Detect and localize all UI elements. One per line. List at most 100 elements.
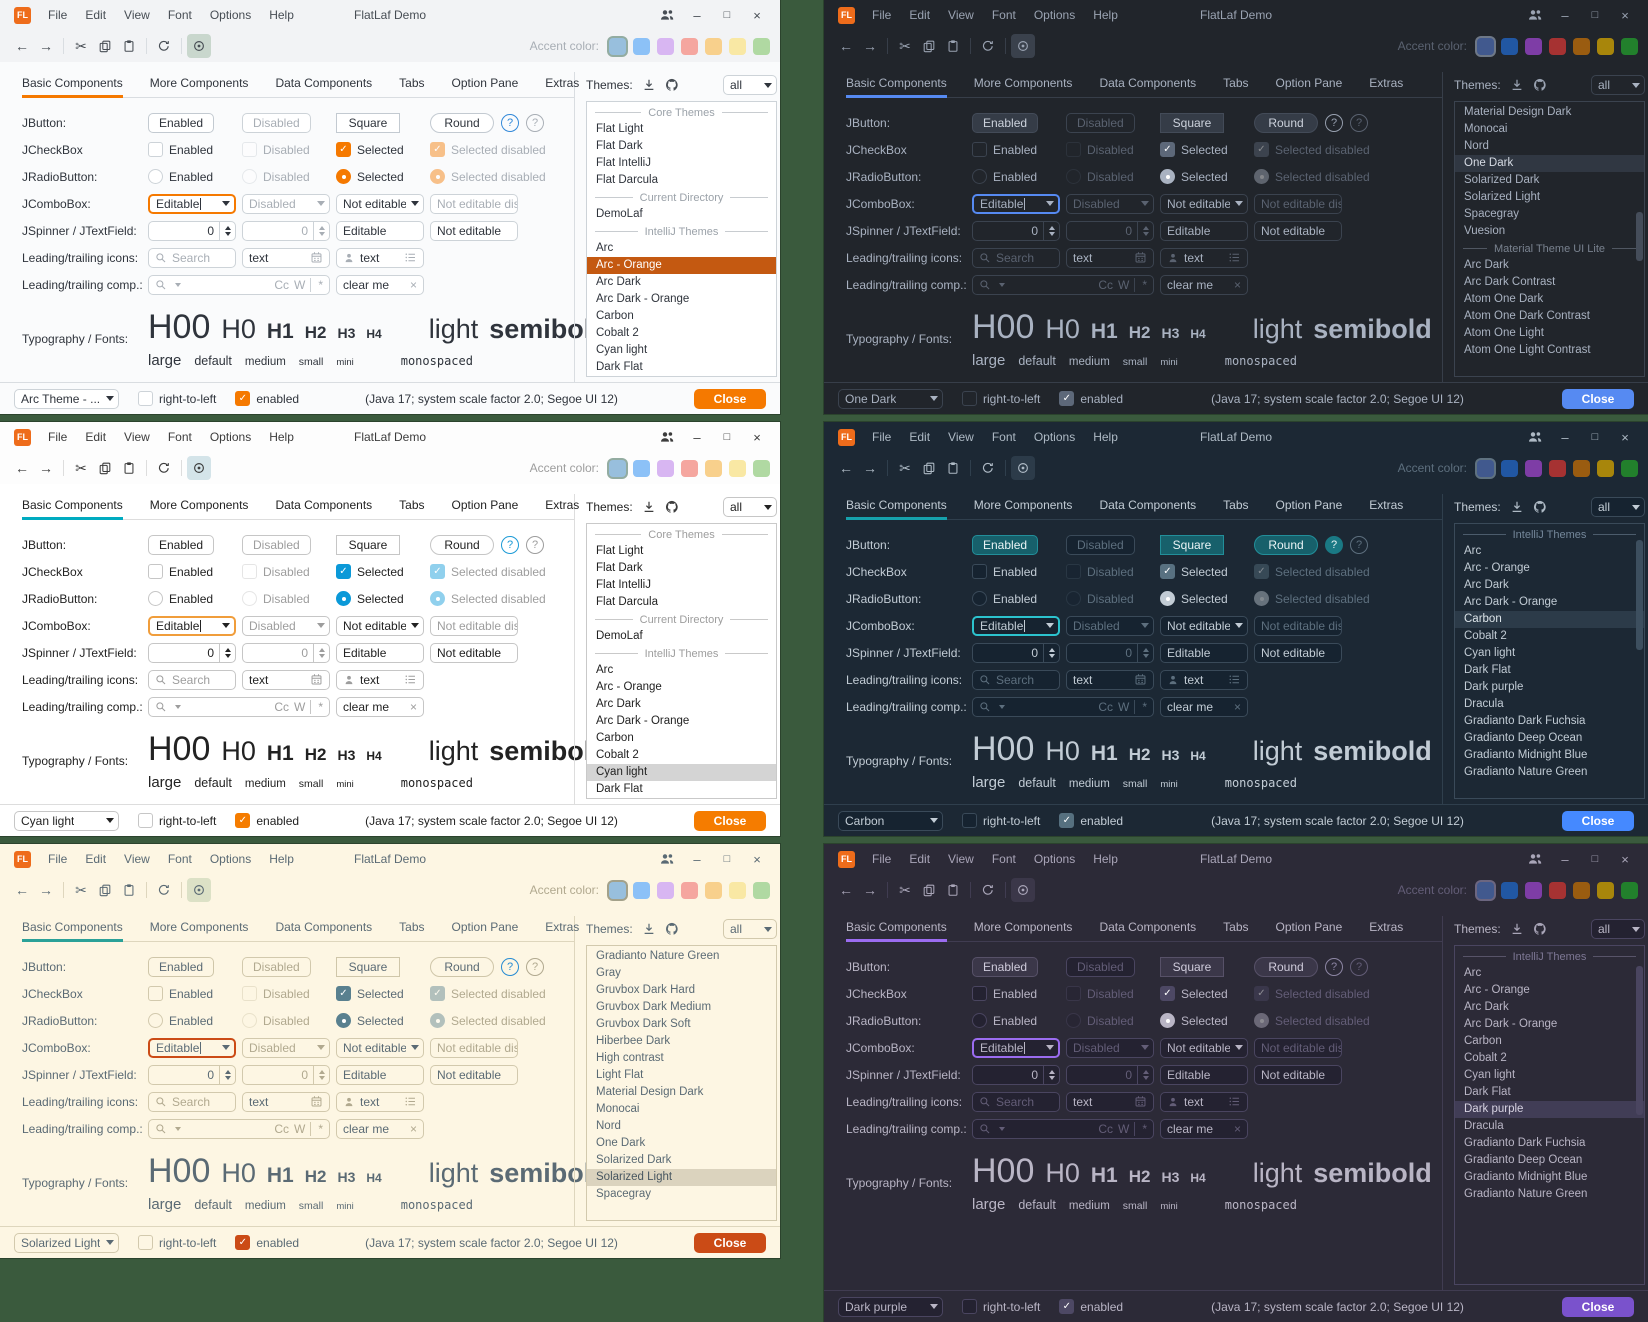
menu-item-file[interactable]: File xyxy=(48,852,68,866)
themes-filter-combo[interactable]: all xyxy=(723,497,777,517)
combo-arrow-button[interactable] xyxy=(217,201,234,206)
tab-more-components[interactable]: More Components xyxy=(149,76,249,90)
accent-swatch[interactable] xyxy=(609,37,626,55)
chevron-down-icon[interactable] xyxy=(999,282,1005,287)
menu-item-help[interactable]: Help xyxy=(1093,852,1118,866)
theme-list-item[interactable]: Dracula xyxy=(1464,1120,1504,1132)
show-hints-icon[interactable] xyxy=(1011,456,1035,480)
copy-icon[interactable] xyxy=(93,456,117,480)
download-icon[interactable] xyxy=(1510,78,1524,92)
calendar-icon[interactable] xyxy=(1134,1095,1147,1108)
cut-icon[interactable]: ✂ xyxy=(75,37,87,54)
theme-list-item[interactable]: Flat Light xyxy=(596,123,644,135)
menu-item-edit[interactable]: Edit xyxy=(85,852,107,866)
theme-list-item[interactable]: Gradianto Deep Ocean xyxy=(1464,732,1583,744)
menu-item-font[interactable]: Font xyxy=(991,852,1016,866)
menu-item-options[interactable]: Options xyxy=(209,8,252,22)
accent-swatch[interactable] xyxy=(657,37,674,55)
jbutton-square[interactable]: Square xyxy=(336,956,400,977)
theme-list-item[interactable]: Atom One Light Contrast xyxy=(1464,344,1591,356)
theme-list-item[interactable]: Gradianto Deep Ocean xyxy=(1464,1154,1583,1166)
menu-item-options[interactable]: Options xyxy=(1033,430,1076,444)
menu-item-edit[interactable]: Edit xyxy=(85,8,107,22)
jcombobox-not-editable[interactable]: Not editable xyxy=(1160,615,1248,636)
tab-basic-components[interactable]: Basic Components xyxy=(846,498,947,520)
refresh-icon[interactable] xyxy=(152,34,176,58)
theme-list-item[interactable]: Cyan light xyxy=(587,764,776,781)
textfield-editable[interactable]: Editable xyxy=(336,1064,424,1085)
combo-arrow-button[interactable] xyxy=(1627,926,1644,932)
enabled-checkbox[interactable]: enabled xyxy=(235,391,299,406)
whole-word-button[interactable]: W xyxy=(1118,1121,1130,1136)
refresh-icon[interactable] xyxy=(976,456,1000,480)
menu-item-font[interactable]: Font xyxy=(167,8,192,22)
filter-field[interactable]: Cc W * xyxy=(972,1118,1154,1139)
accent-swatch[interactable] xyxy=(705,459,722,477)
radio-selected[interactable] xyxy=(336,169,351,184)
accent-swatch[interactable] xyxy=(1573,37,1590,55)
whole-word-button[interactable]: W xyxy=(1118,277,1130,292)
menu-item-help[interactable]: Help xyxy=(269,852,294,866)
theme-list-item[interactable]: Arc - Orange xyxy=(587,257,776,274)
jcombobox-editable[interactable]: Editable xyxy=(972,193,1060,214)
theme-combo[interactable]: Cyan light xyxy=(14,810,119,831)
theme-list-item[interactable]: Gruvbox Dark Medium xyxy=(596,1001,712,1013)
textfield-editable[interactable]: Editable xyxy=(336,220,424,241)
jbutton-round[interactable]: Round xyxy=(430,112,494,133)
tab-basic-components[interactable]: Basic Components xyxy=(22,76,123,98)
users-icon[interactable] xyxy=(1520,844,1550,874)
filter-field[interactable]: Cc W * xyxy=(972,696,1154,717)
jcombobox-editable[interactable]: Editable xyxy=(148,615,236,636)
theme-list-item[interactable]: Nord xyxy=(1464,140,1489,152)
users-icon[interactable] xyxy=(652,422,682,452)
tab-data-components[interactable]: Data Components xyxy=(275,76,373,90)
textfield-editable[interactable]: Editable xyxy=(336,642,424,663)
jcombobox-editable[interactable]: Editable xyxy=(972,615,1060,636)
clear-icon[interactable]: × xyxy=(1233,277,1241,292)
theme-list-item[interactable]: Dark purple xyxy=(1464,681,1524,693)
menu-item-view[interactable]: View xyxy=(124,430,150,444)
show-hints-icon[interactable] xyxy=(187,456,211,480)
jbutton-round[interactable]: Round xyxy=(1254,112,1318,133)
maximize-button[interactable]: □ xyxy=(723,9,731,21)
close-button[interactable]: Close xyxy=(1562,388,1634,409)
theme-list-item[interactable]: Atom One Dark Contrast xyxy=(1464,310,1590,322)
themes-filter-combo[interactable]: all xyxy=(1591,75,1645,95)
jbutton-square[interactable]: Square xyxy=(336,112,400,133)
cut-icon[interactable]: ✂ xyxy=(899,881,911,898)
theme-list-item[interactable]: Arc xyxy=(596,664,614,676)
clear-icon[interactable]: × xyxy=(1233,1121,1241,1136)
combo-arrow-button[interactable] xyxy=(1041,623,1058,628)
jbutton-round[interactable]: Round xyxy=(430,956,494,977)
jcombobox-editable[interactable]: Editable xyxy=(972,1037,1060,1058)
accent-swatch[interactable] xyxy=(753,459,770,477)
users-icon[interactable] xyxy=(652,0,682,30)
paste-icon[interactable] xyxy=(941,456,965,480)
enabled-checkbox[interactable]: enabled xyxy=(1059,1299,1123,1314)
scrollbar-thumb[interactable] xyxy=(1636,211,1643,261)
clear-field[interactable]: clear me × xyxy=(336,696,424,717)
checkbox-enabled[interactable] xyxy=(972,142,987,157)
checkbox-box[interactable] xyxy=(1059,813,1075,828)
theme-list-item[interactable]: Arc - Orange xyxy=(596,681,662,693)
calendar-icon[interactable] xyxy=(310,673,323,686)
theme-list-item[interactable]: Monocai xyxy=(596,1103,640,1115)
checkbox-box[interactable] xyxy=(1059,1299,1075,1314)
accent-swatch[interactable] xyxy=(1621,459,1638,477)
theme-list-item[interactable]: Flat Dark xyxy=(596,562,643,574)
themes-filter-combo[interactable]: all xyxy=(1591,497,1645,517)
jbutton-enabled[interactable]: Enabled xyxy=(972,112,1039,133)
tab-data-components[interactable]: Data Components xyxy=(1099,498,1197,512)
maximize-button[interactable]: □ xyxy=(723,431,731,443)
maximize-button[interactable]: □ xyxy=(1591,9,1599,21)
match-case-button[interactable]: Cc xyxy=(274,277,289,292)
cut-icon[interactable]: ✂ xyxy=(75,459,87,476)
theme-list-item[interactable]: Arc Dark xyxy=(1464,1001,1509,1013)
user-field[interactable]: text xyxy=(1160,669,1248,690)
cut-icon[interactable]: ✂ xyxy=(899,37,911,54)
radio-selected[interactable] xyxy=(1160,591,1175,606)
theme-list-item[interactable]: Arc Dark - Orange xyxy=(1464,596,1558,608)
list-icon[interactable] xyxy=(1228,1095,1241,1108)
tab-extras[interactable]: Extras xyxy=(545,498,580,512)
combo-arrow-button[interactable] xyxy=(406,1045,423,1050)
